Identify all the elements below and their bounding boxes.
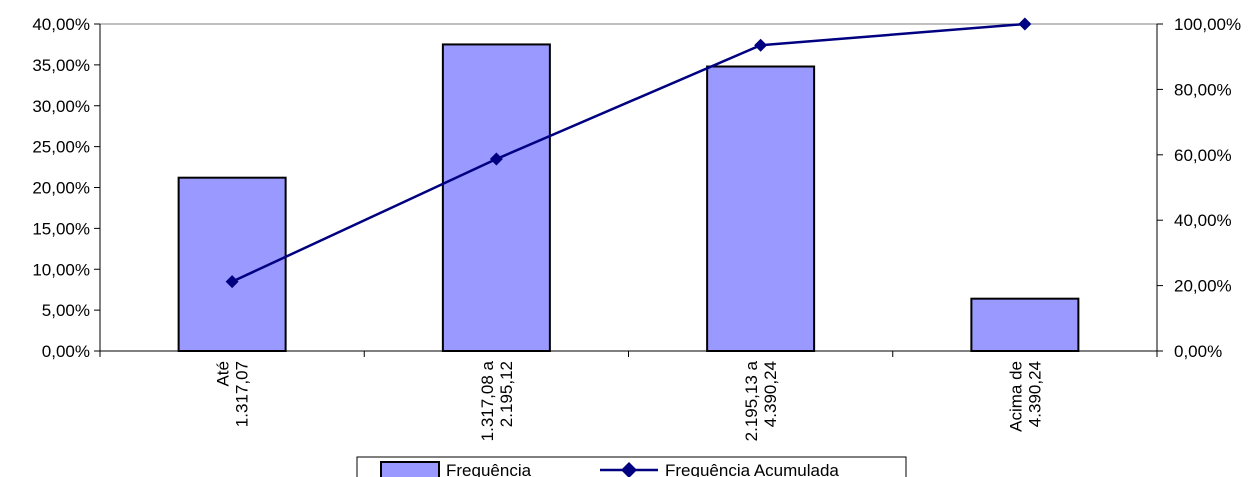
y-left-tick-label: 20,00% [32,179,90,198]
y-right-tick-label: 60,00% [1174,146,1232,165]
axes: 0,00% 5,00% 10,00% 15,00% 20,00% 25,00% 30,00%… [32,15,1241,441]
bar-4 [970,297,1080,352]
x-category-label-1: Até 1.317,07 [214,361,252,427]
legend-line-label: Frequência Acumulada [665,461,839,477]
y-right-tick-label: 40,00% [1174,211,1232,230]
cumulative-point-3 [754,38,768,52]
y-left-tick-label: 15,00% [32,219,90,238]
y-left-tick-label: 40,00% [32,15,90,34]
cumulative-point-2 [489,152,503,166]
bar-2 [441,43,551,352]
y-right-tick-label: 0,00% [1174,342,1222,361]
x-category-label-line: 4.390,24 [761,361,780,427]
y-right-tick-label: 100,00% [1174,15,1241,34]
x-category-label-3: 2.195,13 a 4.390,24 [742,360,780,441]
y-left-tick-label: 35,00% [32,56,90,75]
y-right-tick-label: 20,00% [1174,277,1232,296]
x-category-label-line: 2.195,12 [497,361,516,427]
x-category-label-2: 1.317,08 a 2.195,12 [478,360,516,441]
x-category-label-line: 1.317,08 a [478,360,497,441]
y-left-tick-label: 5,00% [42,301,90,320]
y-left-tick-label: 30,00% [32,97,90,116]
x-category-label-line: Acima de [1006,361,1025,432]
y-right-tick-label: 80,00% [1174,80,1232,99]
legend-bar-label: Frequência [446,461,532,477]
cumulative-line-series [225,17,1032,289]
legend: Frequência Frequência Acumulada [356,456,907,477]
bar-series [177,43,1080,352]
y-left-tick-label: 10,00% [32,260,90,279]
x-category-label-line: Até [214,361,233,387]
y-left-tick-label: 0,00% [42,342,90,361]
cumulative-point-4 [1018,17,1032,31]
y-left-tick-label: 25,00% [32,138,90,157]
legend-line-marker [621,462,637,477]
bar-3 [706,65,816,352]
x-category-label-line: 4.390,24 [1025,361,1044,427]
x-category-label-line: 2.195,13 a [742,360,761,441]
cumulative-point-1 [225,275,239,289]
x-category-label-4: Acima de 4.390,24 [1006,361,1044,432]
legend-bar-swatch [380,461,440,477]
cumulative-line [231,22,1025,283]
x-category-label-line: 1.317,07 [233,361,252,427]
